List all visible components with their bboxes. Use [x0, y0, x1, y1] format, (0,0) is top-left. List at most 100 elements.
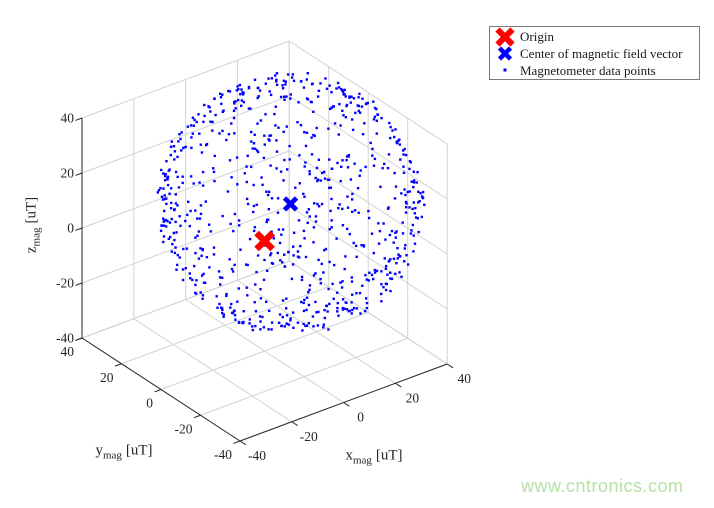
- data-point: [405, 254, 408, 257]
- data-point: [212, 253, 216, 256]
- data-point: [375, 119, 378, 122]
- data-point: [341, 207, 344, 211]
- data-point: [199, 143, 202, 146]
- data-point: [234, 100, 237, 103]
- data-point: [403, 147, 406, 151]
- data-point: [307, 291, 310, 294]
- data-point: [182, 146, 185, 150]
- data-point: [179, 137, 182, 141]
- data-point: [168, 168, 171, 171]
- data-point: [270, 230, 273, 233]
- data-point: [283, 95, 286, 98]
- data-point: [307, 208, 310, 211]
- data-point: [166, 178, 169, 181]
- data-point: [296, 121, 299, 124]
- data-point: [350, 95, 353, 98]
- data-point: [372, 251, 375, 255]
- data-point: [273, 112, 276, 116]
- data-point: [288, 158, 291, 161]
- data-point: [343, 267, 346, 271]
- data-point: [353, 209, 357, 212]
- data-point: [242, 310, 245, 313]
- data-point: [342, 93, 345, 96]
- data-point: [308, 215, 311, 218]
- data-point: [399, 158, 402, 161]
- data-point: [313, 202, 316, 205]
- data-point: [408, 160, 412, 163]
- data-point: [413, 242, 417, 245]
- y-tick-label: 20: [100, 370, 114, 385]
- data-point: [287, 251, 290, 254]
- data-point: [363, 309, 367, 313]
- data-point: [343, 307, 346, 310]
- data-point: [169, 145, 173, 148]
- data-point: [310, 100, 313, 104]
- data-point: [262, 156, 266, 160]
- data-point: [408, 206, 411, 209]
- data-point: [377, 222, 380, 225]
- data-point: [387, 259, 391, 263]
- data-point: [361, 133, 365, 136]
- data-point: [382, 222, 385, 225]
- data-point: [416, 171, 419, 174]
- data-point: [232, 109, 236, 112]
- data-point: [412, 201, 415, 204]
- data-point: [194, 283, 197, 287]
- data-point: [279, 170, 283, 173]
- data-point: [400, 192, 403, 195]
- data-point: [302, 309, 306, 313]
- data-point: [351, 128, 355, 132]
- data-point: [184, 145, 187, 149]
- data-point: [274, 74, 277, 77]
- data-point: [168, 221, 172, 224]
- data-point: [196, 234, 199, 237]
- data-point: [323, 308, 326, 312]
- data-point: [404, 193, 407, 197]
- data-point: [185, 247, 189, 250]
- data-point: [302, 86, 306, 89]
- data-point: [184, 267, 187, 270]
- data-point: [336, 161, 339, 165]
- data-point: [265, 190, 268, 193]
- data-point: [169, 207, 173, 210]
- data-point: [292, 326, 295, 329]
- data-point: [237, 88, 240, 91]
- data-point: [391, 129, 394, 132]
- data-point: [420, 215, 424, 219]
- data-point: [267, 208, 270, 211]
- data-point: [317, 310, 320, 314]
- data-point: [344, 116, 348, 119]
- data-point: [181, 268, 185, 271]
- data-point: [397, 139, 400, 142]
- x-axis-label-base: x: [345, 447, 353, 464]
- data-point: [331, 282, 334, 286]
- data-point: [333, 263, 336, 267]
- data-point: [279, 259, 282, 262]
- data-point: [252, 204, 256, 208]
- data-point: [230, 302, 233, 306]
- data-point: [297, 219, 301, 222]
- data-point: [320, 262, 323, 266]
- data-point: [253, 133, 256, 136]
- data-point: [323, 249, 326, 252]
- data-point: [412, 185, 415, 189]
- data-point: [164, 218, 168, 222]
- data-point: [317, 258, 320, 262]
- data-point: [337, 207, 340, 210]
- data-point: [394, 272, 397, 275]
- data-point: [323, 177, 327, 180]
- data-point: [252, 210, 255, 214]
- data-point: [262, 278, 266, 281]
- data-point: [388, 233, 392, 237]
- data-point: [270, 261, 274, 265]
- data-point: [319, 282, 322, 285]
- data-point: [308, 172, 311, 176]
- data-point: [233, 132, 236, 135]
- data-point: [186, 125, 190, 128]
- data-point: [290, 277, 294, 281]
- data-point: [350, 312, 353, 315]
- data-point: [268, 90, 271, 93]
- data-point: [215, 295, 218, 298]
- data-point-marker-icon: [490, 67, 520, 73]
- data-point: [394, 236, 397, 239]
